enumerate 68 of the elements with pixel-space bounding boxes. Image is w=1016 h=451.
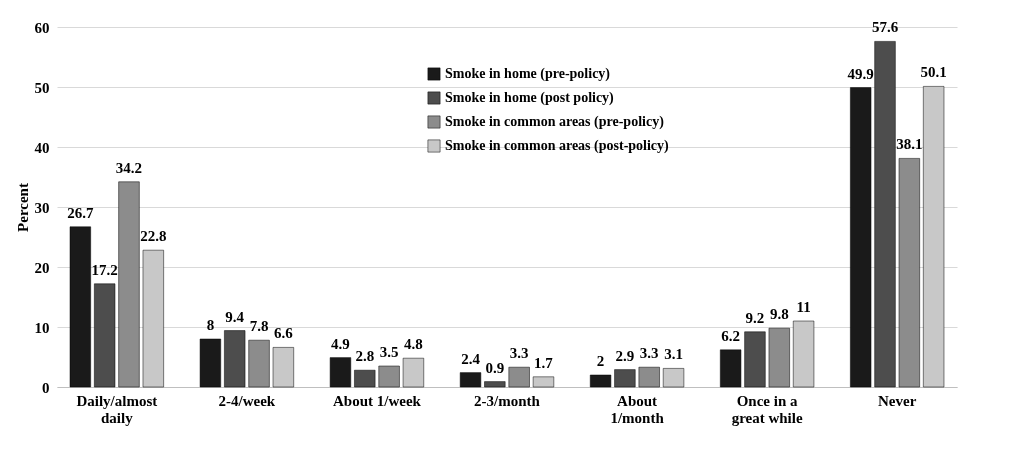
bar xyxy=(508,366,530,388)
y-tick-label: 50 xyxy=(34,79,50,96)
bar xyxy=(720,349,742,388)
legend-label: Smoke in home (pre-policy) xyxy=(445,66,611,82)
data-label: 0.9 xyxy=(485,359,505,376)
x-tick-label: About 1/month xyxy=(610,392,665,426)
y-tick-label: 0 xyxy=(42,379,50,396)
data-label: 4.8 xyxy=(404,336,423,353)
data-label: 26.7 xyxy=(67,204,94,221)
data-label: 7.8 xyxy=(249,318,269,335)
bar xyxy=(69,226,91,388)
data-label: 3.1 xyxy=(664,346,683,363)
bar xyxy=(744,331,766,388)
bar xyxy=(329,357,352,388)
data-label: 57.6 xyxy=(871,19,899,36)
data-label: 8 xyxy=(206,317,215,333)
data-label: 2.4 xyxy=(461,350,481,367)
x-tick-label: Once in a great while xyxy=(731,392,803,426)
bar xyxy=(638,366,660,388)
data-label: 3.5 xyxy=(379,344,399,360)
bar xyxy=(354,369,376,388)
bar xyxy=(898,158,920,388)
y-tick-label: 30 xyxy=(34,199,50,216)
y-tick-label: 10 xyxy=(34,319,50,336)
bar xyxy=(118,181,140,388)
data-label: 9.8 xyxy=(769,306,789,323)
data-label: 49.9 xyxy=(847,65,874,82)
bar xyxy=(589,374,612,388)
data-label: 2.8 xyxy=(355,348,375,365)
data-label: 3.3 xyxy=(639,345,659,362)
bar xyxy=(850,87,872,388)
legend-label: Smoke in common areas (pre-policy) xyxy=(445,114,665,130)
legend-label: Smoke in home (post policy) xyxy=(445,90,615,106)
y-tick-label: 20 xyxy=(34,259,50,276)
data-label: 9.4 xyxy=(225,308,245,325)
bar xyxy=(614,369,636,388)
data-label: 11 xyxy=(796,299,811,315)
data-label: 17.2 xyxy=(91,261,118,278)
bar xyxy=(378,365,400,388)
data-label: 2 xyxy=(596,353,605,369)
data-label: 4.9 xyxy=(331,335,350,352)
y-tick-label: 40 xyxy=(34,139,50,156)
data-label: 6.6 xyxy=(273,325,294,342)
data-label: 1.7 xyxy=(534,354,554,371)
data-label: 38.1 xyxy=(896,136,923,153)
data-label: 34.2 xyxy=(115,159,143,176)
y-axis-title: Percent xyxy=(14,183,31,232)
bar xyxy=(459,372,482,388)
legend-label: Smoke in common areas (post-policy) xyxy=(445,138,670,154)
x-tick-label: About 1/week xyxy=(332,392,422,409)
bar xyxy=(94,283,116,388)
data-label: 9.2 xyxy=(745,309,765,326)
bar xyxy=(248,339,270,388)
data-label: 50.1 xyxy=(920,64,947,81)
x-tick-label: Never xyxy=(878,392,917,409)
y-tick-label: 60 xyxy=(34,19,50,36)
data-label: 6.2 xyxy=(721,327,741,344)
x-tick-label: Daily/almost daily xyxy=(76,392,158,426)
data-label: 22.8 xyxy=(140,228,167,245)
x-tick-label: 2-4/week xyxy=(218,392,276,409)
bar xyxy=(484,381,506,388)
bar xyxy=(768,327,790,388)
x-tick-label: 2-3/month xyxy=(474,392,541,409)
data-label: 3.3 xyxy=(509,345,529,362)
data-label: 2.9 xyxy=(615,347,635,364)
bar xyxy=(874,41,896,388)
bar xyxy=(199,338,221,388)
bar xyxy=(224,330,246,388)
